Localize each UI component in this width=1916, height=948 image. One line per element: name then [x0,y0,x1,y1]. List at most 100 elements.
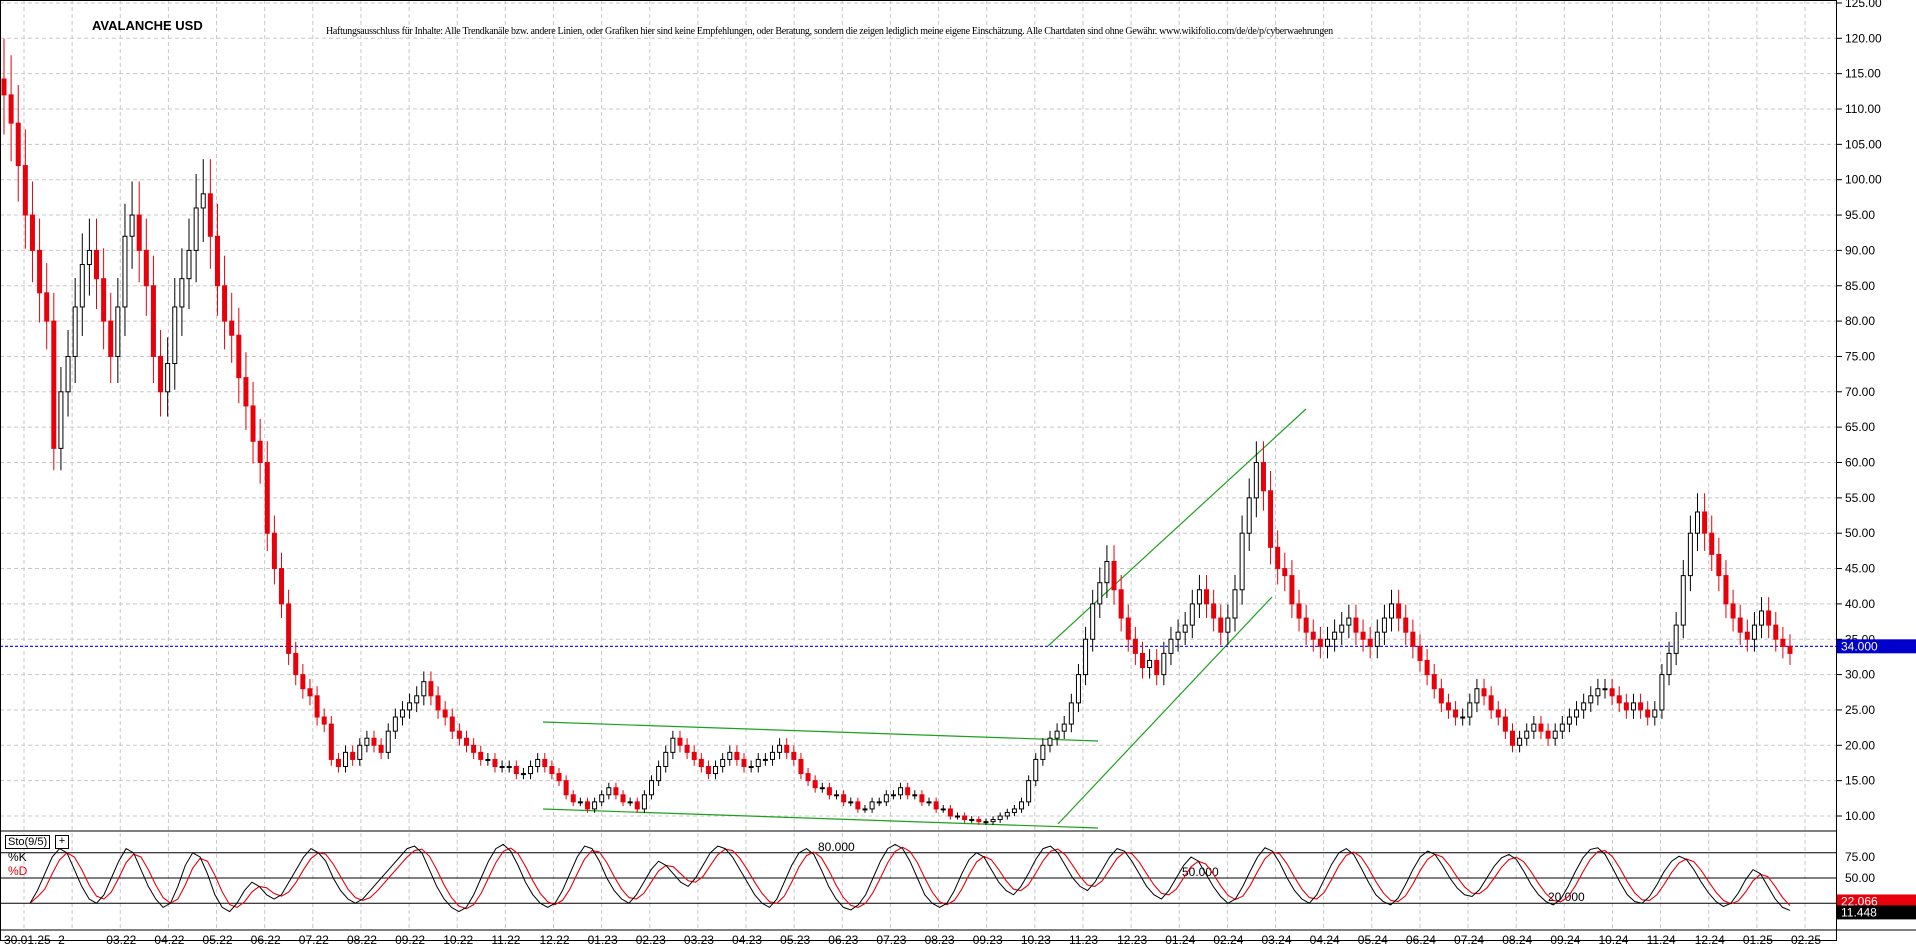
candle-body [1061,723,1067,732]
candle-body [762,758,768,761]
candle-body [1474,688,1480,704]
candle-body [1019,801,1025,810]
x-tick-label: 04.22 [154,933,184,947]
candle-body [549,766,555,775]
candle-body [570,794,576,803]
candle-body [1609,688,1615,697]
candle-body [1481,688,1487,697]
candle-body [769,751,775,760]
candle-body [1097,582,1103,605]
candle-body [1517,737,1523,746]
candle-body [1075,674,1081,704]
candle-body [499,766,505,769]
candle-body [876,801,882,804]
candle-body [627,801,633,804]
sto-d-badge [1837,894,1916,909]
candle-body [1154,659,1160,676]
candle-body [1424,659,1430,676]
candle-body [136,214,142,251]
candle-body [1218,617,1224,633]
indicator-label[interactable]: Sto(9/5) [5,835,51,849]
candle-body [954,815,960,818]
candle-body [1666,652,1672,676]
x-tick-label: 12.22 [539,933,569,947]
candle-body [520,773,526,776]
candle-body [407,702,413,711]
candle-body [428,681,434,697]
candle-body [1189,603,1195,626]
y-tick-label: 50.00 [1845,526,1875,540]
candle-body [307,688,313,697]
candle-body [798,758,804,775]
candle-body [1751,624,1757,640]
grid-lines [0,0,1837,930]
candle-body [670,737,676,753]
x-tick-label: 04.23 [732,933,762,947]
current-price-label: 34.000 [1841,639,1878,653]
candle-body [108,320,114,357]
candle-body [1260,462,1266,492]
candle-body [1011,808,1017,813]
candle-body [1531,723,1537,732]
candle-body [1467,702,1473,718]
candle-body [86,249,92,266]
candle-body [158,355,164,393]
candle-body [1253,462,1259,499]
candle-body [1083,638,1089,676]
candle-body [1595,688,1601,697]
y-tick-label: 95.00 [1845,208,1875,222]
y-tick-label: 60.00 [1845,456,1875,470]
candle-body [841,794,847,803]
candle-body [805,773,811,782]
candle-body [1616,695,1622,704]
candle-body [1652,709,1658,718]
candle-body [1125,617,1131,640]
candle-body [1175,631,1181,640]
x-tick-label: 02.23 [636,933,666,947]
candle-body [15,122,21,167]
candle-body [649,780,655,796]
x-tick-label: 30.01.25 [4,933,51,947]
candle-body [293,652,299,676]
sto-d-line [29,846,1791,910]
candle-body [620,794,626,803]
x-tick-label: 10.24 [1598,933,1628,947]
y-tick-label: 125.00 [1845,0,1882,10]
candle-body [684,744,690,753]
y-tick-label: 80.00 [1845,314,1875,328]
candle-body [129,214,135,237]
candle-body [44,292,50,322]
x-tick-label: 07.23 [876,933,906,947]
candle-body [528,766,534,775]
candle-body [115,306,121,357]
candle-body [101,278,107,322]
x-tick-label: 07.24 [1454,933,1484,947]
add-indicator-button[interactable]: + [55,835,69,849]
candle-body [777,744,783,753]
candle-body [1232,589,1238,619]
candle-body [1268,490,1274,548]
y-tick-label: 55.00 [1845,491,1875,505]
candle-body [1118,589,1124,619]
candle-body [1559,723,1565,732]
y-tick-label: 120.00 [1845,31,1882,45]
candle-body [1147,659,1153,669]
y-tick-label: 115.00 [1845,67,1881,81]
candle-body [542,758,548,768]
candle-body [1324,638,1330,647]
candle-body [1374,631,1380,647]
candle-body [1744,631,1750,640]
candle-body [79,264,85,308]
candle-body [1332,631,1338,640]
candle-body [1,78,7,96]
candle-body [890,794,896,797]
candle-body [1239,532,1245,591]
y-tick-label: 10.00 [1845,809,1875,823]
candle-body [1509,730,1515,746]
candle-body [1566,716,1572,725]
candle-body [1296,603,1302,619]
candle-body [1552,730,1558,739]
sto-y-tick-label: 75.00 [1845,850,1875,864]
x-tick-label: 06.24 [1406,933,1436,947]
candle-body [328,723,334,760]
